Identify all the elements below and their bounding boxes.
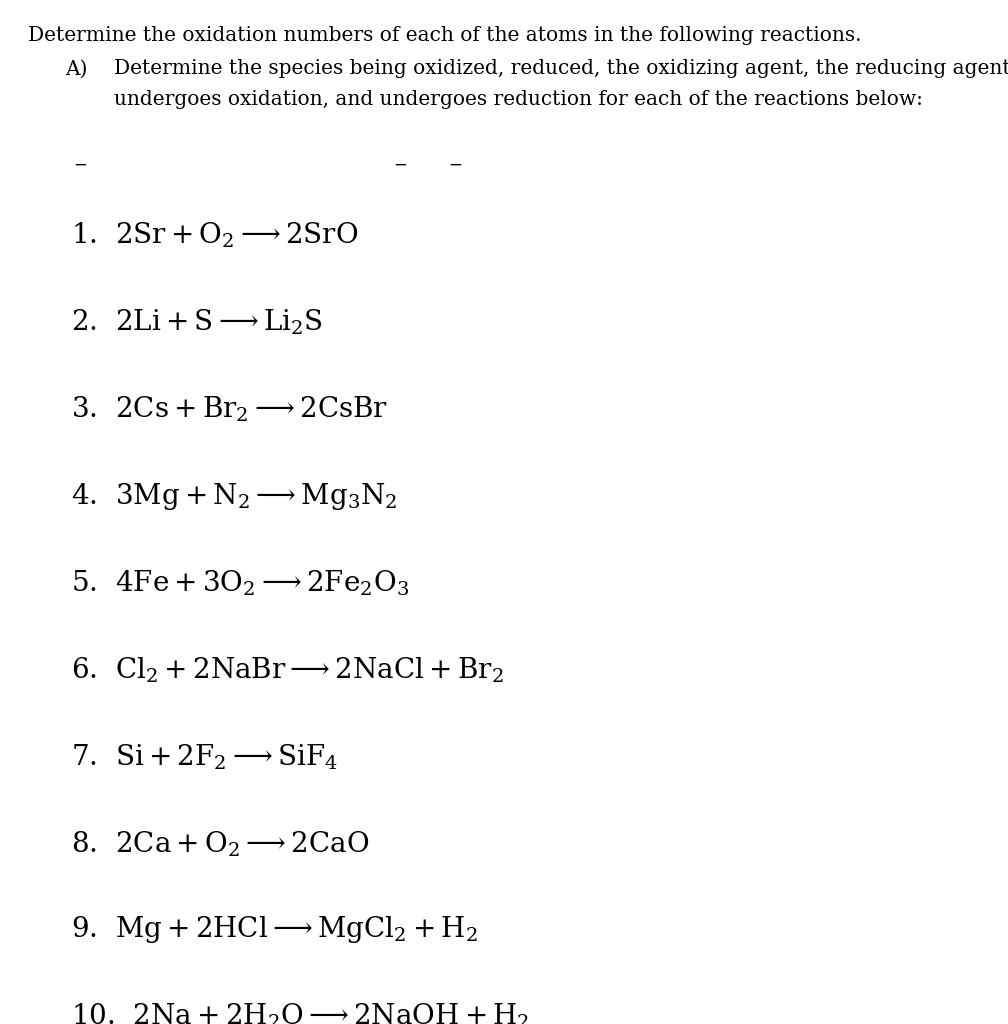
Text: −: − [74,157,88,174]
Text: 7.  $\mathregular{Si + 2F_2 \longrightarrow SiF_4}$: 7. $\mathregular{Si + 2F_2 \longrightarr… [71,742,338,772]
Text: 5.  $\mathregular{4Fe + 3O_2 \longrightarrow 2Fe_2O_3}$: 5. $\mathregular{4Fe + 3O_2 \longrightar… [71,568,408,598]
Text: −: − [449,157,463,174]
Text: 8.  $\mathregular{2Ca + O_2 \longrightarrow 2CaO}$: 8. $\mathregular{2Ca + O_2 \longrightarr… [71,829,369,859]
Text: 2.  $\mathregular{2Li + S \longrightarrow Li_2S}$: 2. $\mathregular{2Li + S \longrightarrow… [71,307,323,337]
Text: 10.  $\mathregular{2Na + 2H_2O \longrightarrow 2NaOH + H_2}$: 10. $\mathregular{2Na + 2H_2O \longright… [71,1001,529,1024]
Text: A): A) [66,59,88,79]
Text: 9.  $\mathregular{Mg + 2HCl \longrightarrow MgCl_2 + H_2}$: 9. $\mathregular{Mg + 2HCl \longrightarr… [71,914,478,945]
Text: Determine the oxidation numbers of each of the atoms in the following reactions.: Determine the oxidation numbers of each … [28,26,862,45]
Text: −: − [393,157,407,174]
Text: undergoes oxidation, and undergoes reduction for each of the reactions below:: undergoes oxidation, and undergoes reduc… [114,90,923,110]
Text: 1.  $\mathregular{2Sr + O_2 \longrightarrow 2SrO}$: 1. $\mathregular{2Sr + O_2 \longrightarr… [71,220,358,250]
Text: 4.  $\mathregular{3Mg + N_2 \longrightarrow Mg_3N_2}$: 4. $\mathregular{3Mg + N_2 \longrightarr… [71,481,397,512]
Text: Determine the species being oxidized, reduced, the oxidizing agent, the reducing: Determine the species being oxidized, re… [114,59,1008,79]
Text: 6.  $\mathregular{Cl_2 + 2NaBr \longrightarrow 2NaCl + Br_2}$: 6. $\mathregular{Cl_2 + 2NaBr \longright… [71,655,503,685]
Text: 3.  $\mathregular{2Cs + Br_2 \longrightarrow 2CsBr}$: 3. $\mathregular{2Cs + Br_2 \longrightar… [71,394,388,424]
